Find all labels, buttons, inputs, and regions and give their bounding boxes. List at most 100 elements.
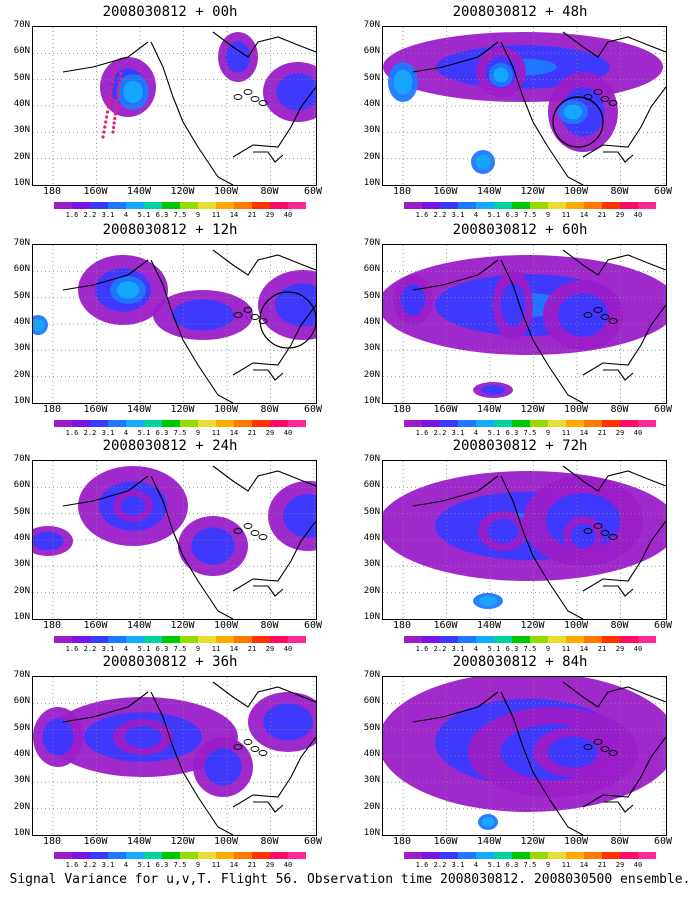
colorbar-label: 3.1 <box>451 861 465 869</box>
lake-outline <box>258 100 268 106</box>
colorbar <box>54 636 306 643</box>
colorbar-swatch <box>476 420 494 427</box>
lon-tick-label: 140W <box>126 186 152 197</box>
colorbar-label: 6.3 <box>505 861 519 869</box>
coastline <box>62 249 316 403</box>
lon-tick-label: 160W <box>433 836 458 847</box>
colorbar-label: 3.1 <box>451 211 465 219</box>
lat-tick-label: 10N <box>363 612 380 622</box>
lon-tick-label: 180 <box>392 836 412 847</box>
colorbar-label: 1.6 <box>415 861 429 869</box>
forecast-panel: 2008030812 + 24h 70N 60N 50N 40N 30N 20N 10N 180… <box>0 438 340 660</box>
lat-tick-label: 70N <box>13 670 30 680</box>
colorbar-swatch <box>548 852 566 859</box>
colorbar-swatch <box>252 202 270 209</box>
colorbar-label: 14 <box>229 861 239 869</box>
lat-tick-label: 30N <box>13 125 30 136</box>
variance-contour <box>558 293 608 337</box>
colorbar-swatch <box>90 420 108 427</box>
colorbar-swatch <box>566 636 584 643</box>
flight-track-point <box>112 125 116 130</box>
colorbar-label: 14 <box>579 861 589 869</box>
lake-outline <box>608 534 618 540</box>
lake-outline <box>233 94 243 100</box>
colorbar-label: 6.3 <box>155 429 169 437</box>
colorbar-swatch <box>144 852 162 859</box>
lon-tick-label: 160W <box>83 404 108 415</box>
lake-outline <box>593 307 603 313</box>
colorbar-label: 29 <box>265 211 275 219</box>
colorbar-label: 6.3 <box>505 429 519 437</box>
variance-contour <box>116 281 140 299</box>
colorbar <box>404 202 656 209</box>
colorbar-swatch <box>584 852 602 859</box>
panel-title: 2008030812 + 60h <box>452 222 588 238</box>
lat-tick-label: 10N <box>363 828 380 838</box>
map-plot <box>32 244 317 404</box>
colorbar-swatch <box>180 852 198 859</box>
colorbar-label: 29 <box>265 861 275 869</box>
lon-tick-label: 60W <box>303 404 323 415</box>
colorbar-swatch <box>288 852 306 859</box>
variance-contour <box>570 523 596 549</box>
lake-outline <box>250 530 260 536</box>
flight-track-point <box>115 98 119 103</box>
lat-tick-label: 10N <box>363 396 380 406</box>
colorbar-label: 6.3 <box>155 645 169 653</box>
colorbar-label: 40 <box>633 429 643 437</box>
lat-tick-label: 10N <box>13 396 30 406</box>
colorbar-swatch <box>638 202 656 209</box>
lat-tick-label: 60N <box>13 264 30 275</box>
colorbar-swatch <box>602 636 620 643</box>
colorbar-swatch <box>566 202 584 209</box>
colorbar-label: 14 <box>229 429 239 437</box>
lon-tick-label: 120W <box>170 186 195 197</box>
colorbar-swatch <box>90 636 108 643</box>
colorbar-swatch <box>252 852 270 859</box>
colorbar-label: 3.1 <box>101 211 115 219</box>
lon-tick-label: 140W <box>476 620 502 631</box>
colorbar-label: 5.1 <box>487 211 501 219</box>
lat-tick-label: 20N <box>363 585 380 596</box>
colorbar-swatch <box>548 420 566 427</box>
variance-contour <box>120 496 146 516</box>
lon-tick-label: 120W <box>170 836 195 847</box>
colorbar-label: 1.6 <box>415 211 429 219</box>
colorbar-swatch <box>422 636 440 643</box>
panel-title: 2008030812 + 72h <box>452 438 588 454</box>
forecast-panel: 2008030812 + 84h 70N 60N 50N 40N 30N 20N 10N 180… <box>350 654 690 876</box>
variance-contour <box>263 703 313 741</box>
colorbar-swatch <box>440 202 458 209</box>
colorbar-swatch <box>548 636 566 643</box>
colorbar <box>54 202 306 209</box>
lat-tick-label: 20N <box>13 585 30 596</box>
colorbar-swatch <box>72 202 90 209</box>
colorbar <box>404 636 656 643</box>
lon-tick-label: 60W <box>653 836 673 847</box>
colorbar-label: 2.2 <box>83 211 97 219</box>
colorbar-swatch <box>72 420 90 427</box>
coastline <box>412 249 666 403</box>
colorbar-swatch <box>476 202 494 209</box>
colorbar-swatch <box>584 202 602 209</box>
lat-tick-label: 40N <box>363 99 380 109</box>
lat-tick-label: 70N <box>13 238 30 248</box>
colorbar-label: 7.5 <box>173 211 187 219</box>
colorbar-swatch <box>108 202 126 209</box>
colorbar-swatch <box>108 852 126 859</box>
flight-track-point <box>102 130 106 134</box>
colorbar-label: 11 <box>211 645 221 653</box>
colorbar-swatch <box>288 202 306 209</box>
colorbar-swatch <box>54 420 72 427</box>
lat-tick-label: 20N <box>13 151 30 162</box>
lon-tick-label: 180 <box>392 620 412 631</box>
colorbar-swatch <box>512 636 530 643</box>
lake-outline <box>250 96 260 102</box>
colorbar-swatch <box>162 852 180 859</box>
flight-track-point <box>107 100 111 104</box>
lon-tick-label: 140W <box>126 404 152 415</box>
colorbar-label: 21 <box>247 429 257 437</box>
colorbar-label: 4 <box>473 861 479 869</box>
colorbar-swatch <box>404 636 422 643</box>
colorbar-swatch <box>440 420 458 427</box>
